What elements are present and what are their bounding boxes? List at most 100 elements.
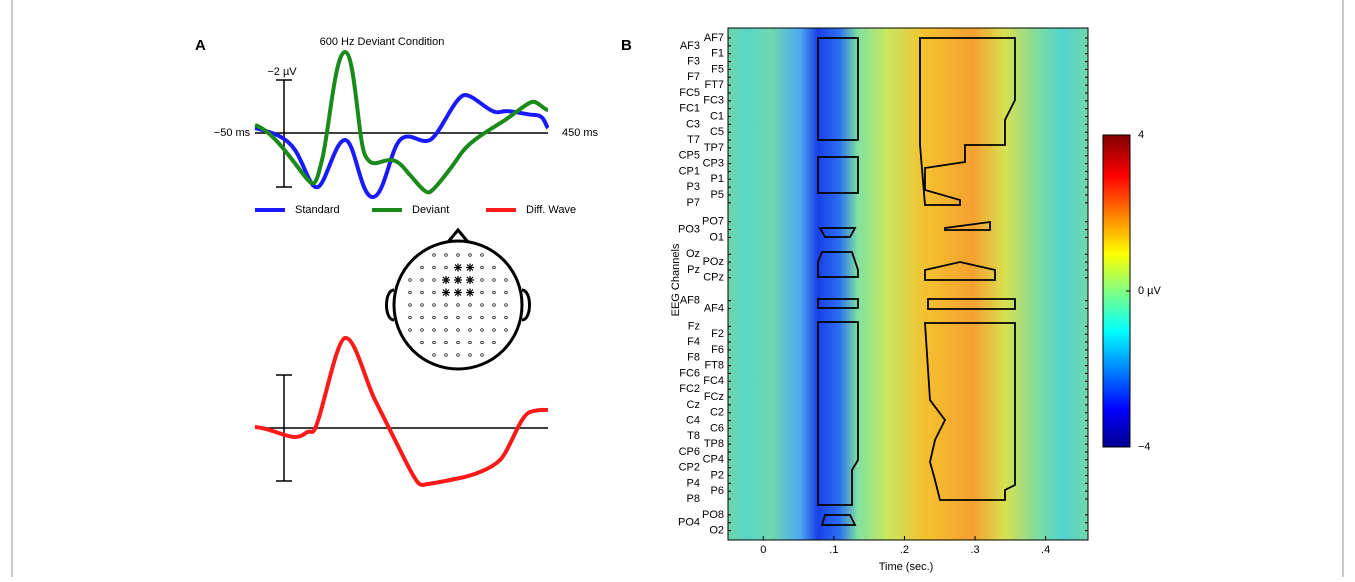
electrode — [420, 265, 424, 270]
electrode-star — [454, 264, 462, 271]
panel-title: 600 Hz Deviant Condition — [320, 36, 445, 48]
channel-label: Cz — [687, 399, 700, 411]
channel-label: PO3 — [678, 223, 700, 235]
electrode — [456, 353, 460, 357]
electrode — [492, 340, 496, 345]
channel-label: C6 — [710, 422, 724, 434]
panel-label: B — [621, 37, 632, 54]
legend-label: Deviant — [412, 204, 449, 216]
channel-label: F1 — [711, 48, 724, 60]
electrode-star — [442, 276, 450, 284]
legend-label: Diff. Wave — [526, 204, 576, 216]
x-start-label: −50 ms — [214, 127, 251, 139]
channel-label: P5 — [711, 189, 724, 201]
electrode — [432, 340, 436, 345]
channel-label: CP3 — [703, 158, 724, 170]
channel-label: AF7 — [704, 32, 724, 44]
channel-label: FC5 — [679, 87, 700, 99]
x-tick-label: .2 — [900, 544, 909, 556]
electrode — [480, 290, 484, 295]
electrode — [468, 328, 472, 332]
channel-label: O2 — [709, 525, 724, 537]
electrode — [432, 290, 436, 295]
channel-label: FT8 — [704, 360, 724, 372]
channel-label: PO8 — [702, 509, 724, 521]
diff-wave — [254, 336, 549, 487]
channel-label: F7 — [687, 71, 700, 83]
colorbar-tick-label: 0 µV — [1138, 285, 1162, 297]
channel-label: CP4 — [703, 454, 724, 466]
channel-label: P3 — [687, 181, 700, 193]
channel-label: P4 — [687, 477, 700, 489]
channel-label: TP8 — [704, 438, 724, 450]
electrode — [456, 315, 460, 320]
channel-label: C4 — [686, 414, 700, 426]
channel-label: T8 — [687, 430, 700, 442]
electrode — [444, 353, 448, 357]
electrode — [456, 303, 460, 307]
electrode — [480, 278, 484, 282]
electrode — [492, 278, 496, 282]
channel-label: C3 — [686, 118, 700, 130]
electrode — [504, 328, 508, 332]
electrode — [408, 303, 412, 307]
electrode — [480, 340, 484, 345]
channel-label: C2 — [710, 407, 724, 419]
y-axis-label: EEG Channels — [670, 243, 682, 316]
channel-label: F2 — [711, 328, 724, 340]
electrode — [432, 265, 436, 270]
channel-label: F3 — [687, 55, 700, 67]
axes-a — [255, 79, 548, 482]
colorbar-tick-label: 4 — [1138, 129, 1144, 141]
electrode — [468, 303, 472, 307]
heatmap — [728, 28, 1088, 540]
channel-label: O1 — [709, 231, 724, 243]
electrode — [480, 353, 484, 357]
electrode — [408, 278, 412, 282]
electrode — [408, 290, 412, 295]
x-tick-label: 0 — [760, 544, 766, 556]
channel-label: FC2 — [679, 383, 700, 395]
deviant-wave — [254, 49, 549, 195]
panel-label: A — [195, 37, 206, 54]
electrode — [456, 328, 460, 332]
plot-frame — [727, 27, 1089, 541]
electrode — [480, 303, 484, 307]
legend-label: Standard — [295, 204, 340, 216]
electrode-star — [466, 289, 474, 296]
channel-label: P8 — [687, 493, 700, 505]
electrode — [504, 303, 508, 307]
electrode — [432, 278, 436, 282]
electrode — [492, 265, 496, 270]
x-tick-label: .4 — [1041, 544, 1050, 556]
channel-label: C5 — [710, 126, 724, 138]
electrode — [420, 340, 424, 345]
x-axis-label: Time (sec.) — [879, 561, 934, 573]
electrode — [444, 265, 448, 270]
electrode-star — [466, 264, 474, 271]
x-end-label: 450 ms — [562, 127, 599, 139]
electrode — [468, 315, 472, 320]
electrode — [432, 328, 436, 332]
electrode — [432, 303, 436, 307]
electrode — [444, 328, 448, 332]
channel-label: FC1 — [679, 103, 700, 115]
electrode — [444, 315, 448, 320]
electrode — [480, 253, 484, 257]
channel-label: AF8 — [680, 295, 700, 307]
electrode-star — [454, 276, 462, 284]
legend: Standard Deviant Diff. Wave — [255, 204, 576, 216]
electrode — [492, 290, 496, 295]
electrode — [468, 253, 472, 257]
channel-label: AF4 — [704, 302, 724, 314]
electrode — [480, 315, 484, 320]
channel-label: T7 — [687, 134, 700, 146]
contours — [817, 37, 1016, 526]
electrode — [420, 278, 424, 282]
channel-label: P6 — [711, 485, 724, 497]
electrode — [432, 353, 436, 357]
scale-label: −2 µV — [267, 66, 297, 78]
channel-label: CP2 — [679, 462, 700, 474]
channel-label: FC3 — [703, 95, 724, 107]
channel-label: Oz — [686, 248, 700, 260]
